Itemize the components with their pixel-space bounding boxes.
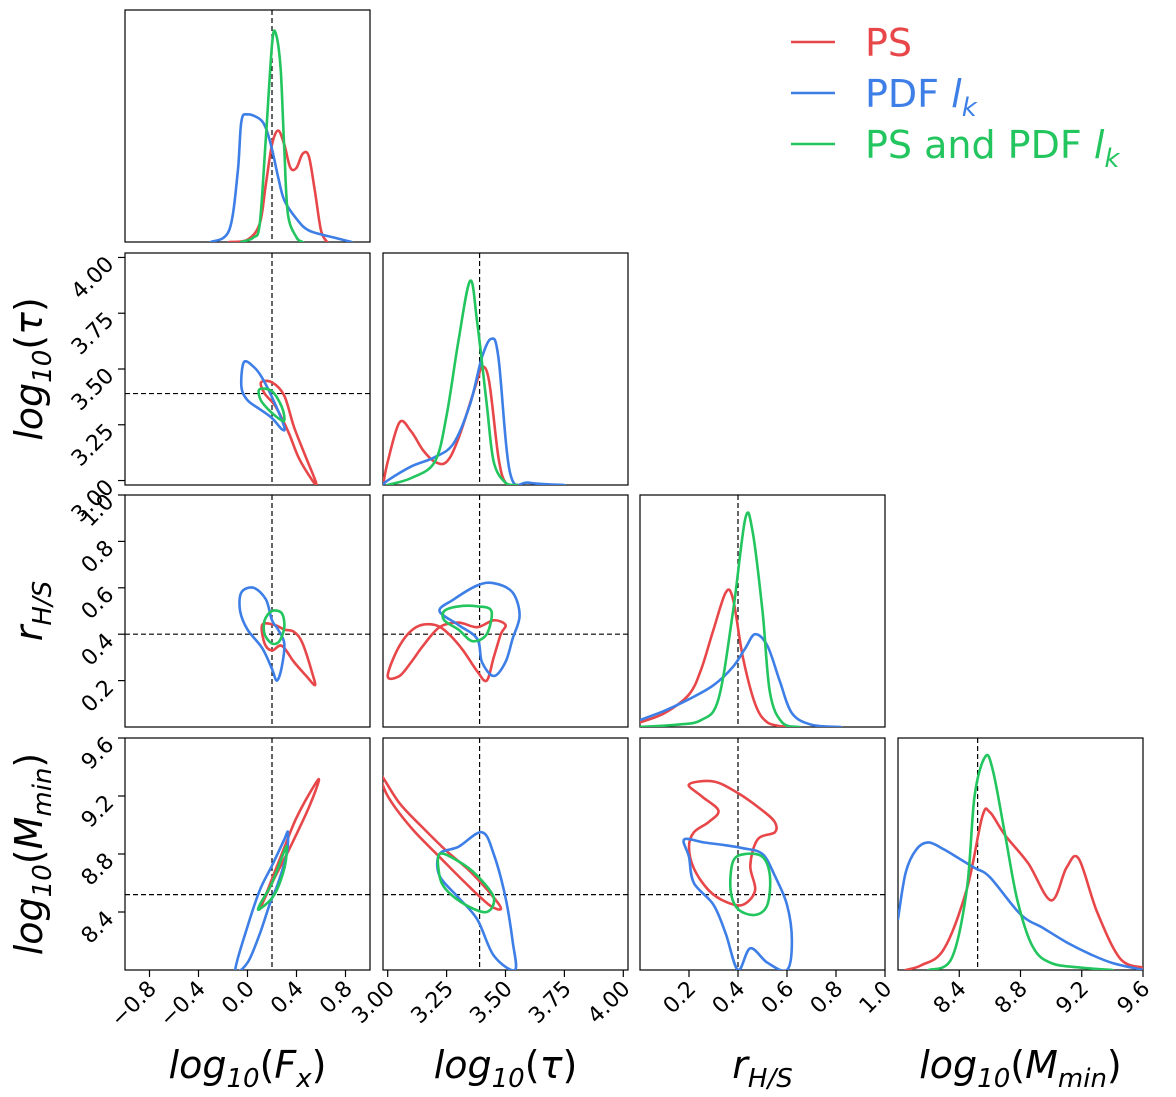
panel-frame-2-0	[124, 494, 371, 728]
panel-1-1	[383, 253, 566, 485]
legend-label-ps: PS	[865, 21, 912, 65]
marginal-fx-both	[240, 29, 304, 242]
x-tick-label: 1.0	[855, 977, 897, 1019]
marginal-rhs-pdf	[640, 632, 843, 727]
y-tick-label: 0.4	[77, 629, 119, 671]
contour-rhs-fx-both	[262, 609, 286, 646]
y-tick-label: 9.2	[77, 791, 119, 833]
x-tick-label: 3.25	[407, 977, 459, 1029]
contour-rhs-fx-ps	[260, 622, 317, 687]
panel-0-0	[209, 10, 353, 242]
axis-labels: log10(Fx) log10(τ) rH/S log10(Mmin) log10(τ)…	[7, 297, 1122, 1094]
contour-mmin-tau-ps	[383, 775, 503, 911]
x-tick-label: 3.50	[465, 977, 517, 1029]
contour-tau-fx-pdf	[239, 359, 286, 432]
x-tick-label: 0.8	[806, 977, 848, 1019]
marginal-mmin-both	[927, 753, 1114, 970]
x-tick-label: 4.00	[583, 977, 635, 1029]
panel-3-1	[383, 738, 628, 970]
x-axis-label-tau: log10(τ)	[434, 1043, 578, 1094]
x-tick-label: −0.4	[155, 977, 210, 1032]
panel-frame-3-1	[382, 737, 629, 971]
y-tick-label: 4.00	[67, 252, 119, 304]
panel-frame-3-0	[124, 737, 371, 971]
axis-ticks: 3.003.253.503.754.000.20.40.60.81.0−0.8−…	[67, 252, 1155, 1032]
panel-2-0	[125, 495, 370, 727]
panel-frame-3-2	[639, 737, 886, 971]
contour-mmin-fx-both	[256, 845, 288, 912]
marginal-fx-ps	[227, 129, 329, 242]
x-tick-label: 3.75	[524, 977, 576, 1029]
contour-tau-fx-ps	[259, 379, 318, 485]
x-tick-label: −0.8	[106, 977, 161, 1032]
y-tick-label: 9.6	[77, 733, 119, 775]
marginal-tau-ps	[383, 365, 519, 485]
x-tick-label: 3.00	[348, 977, 400, 1029]
panel-2-2	[640, 495, 843, 727]
y-axis-label-rhs: rH/S	[7, 581, 58, 641]
x-tick-label: 8.4	[929, 977, 971, 1019]
legend-label-pdf: PDF lk	[865, 72, 978, 123]
y-axis-label-tau: log10(τ)	[7, 297, 58, 441]
marginal-tau-both	[386, 279, 519, 485]
x-tick-label: 8.8	[990, 977, 1032, 1019]
contour-mmin-tau-pdf	[435, 830, 518, 970]
panel-frames	[124, 9, 1144, 971]
y-tick-label: 3.50	[67, 364, 119, 416]
contour-tau-fx-both	[257, 387, 286, 423]
y-tick-label: 0.8	[77, 536, 119, 578]
x-tick-label: 9.2	[1052, 977, 1094, 1019]
x-tick-label: 0.0	[217, 977, 259, 1019]
contour-mmin-tau-both	[436, 852, 496, 914]
marginal-rhs-ps	[640, 588, 789, 727]
x-axis-label-fx: log10(Fx)	[169, 1043, 327, 1094]
contour-rhs-tau-ps	[386, 618, 507, 683]
marginal-mmin-ps	[904, 807, 1143, 970]
x-axis-label-mmin: log10(Mmin)	[919, 1043, 1122, 1094]
marginal-fx-pdf	[209, 112, 353, 242]
data-curves	[125, 10, 1143, 970]
y-tick-label: 0.6	[77, 582, 119, 624]
panel-1-0	[125, 253, 370, 485]
y-tick-label: 3.25	[67, 419, 119, 471]
contour-mmin-rhs-ps	[687, 779, 778, 907]
legend-label-both: PS and PDF lk	[865, 123, 1120, 174]
panel-frame-0-0	[124, 9, 371, 243]
y-axis-label-mmin: log10(Mmin)	[7, 753, 58, 956]
x-tick-label: 0.4	[708, 977, 750, 1019]
marginal-mmin-pdf	[898, 841, 1143, 970]
y-tick-label: 0.2	[77, 675, 119, 717]
panel-frame-1-1	[382, 252, 629, 486]
x-tick-label: 0.2	[659, 977, 701, 1019]
contour-rhs-tau-pdf	[438, 581, 521, 678]
x-tick-label: 9.6	[1113, 977, 1155, 1019]
marginal-rhs-both	[640, 511, 801, 727]
panel-2-1	[383, 495, 628, 727]
contour-mmin-fx-ps	[258, 777, 321, 911]
y-tick-label: 3.75	[67, 308, 119, 360]
x-tick-label: 0.4	[266, 977, 308, 1019]
panel-frame-1-0	[124, 252, 371, 486]
y-tick-label: 8.8	[77, 849, 119, 891]
panel-3-2	[640, 738, 885, 970]
marginal-tau-pdf	[383, 337, 566, 485]
panel-3-3	[898, 738, 1143, 970]
contour-mmin-rhs-pdf	[682, 837, 794, 970]
panel-3-0	[125, 738, 370, 970]
x-tick-label: 0.6	[757, 977, 799, 1019]
contour-mmin-rhs-both	[729, 852, 772, 917]
contour-rhs-fx-pdf	[238, 586, 286, 682]
panel-frame-2-1	[382, 494, 629, 728]
panel-frame-2-2	[639, 494, 886, 728]
contour-mmin-fx-pdf	[234, 830, 290, 970]
contour-rhs-tau-both	[441, 604, 494, 643]
y-tick-label: 8.4	[77, 907, 119, 949]
x-axis-label-rhs: rH/S	[732, 1043, 792, 1094]
